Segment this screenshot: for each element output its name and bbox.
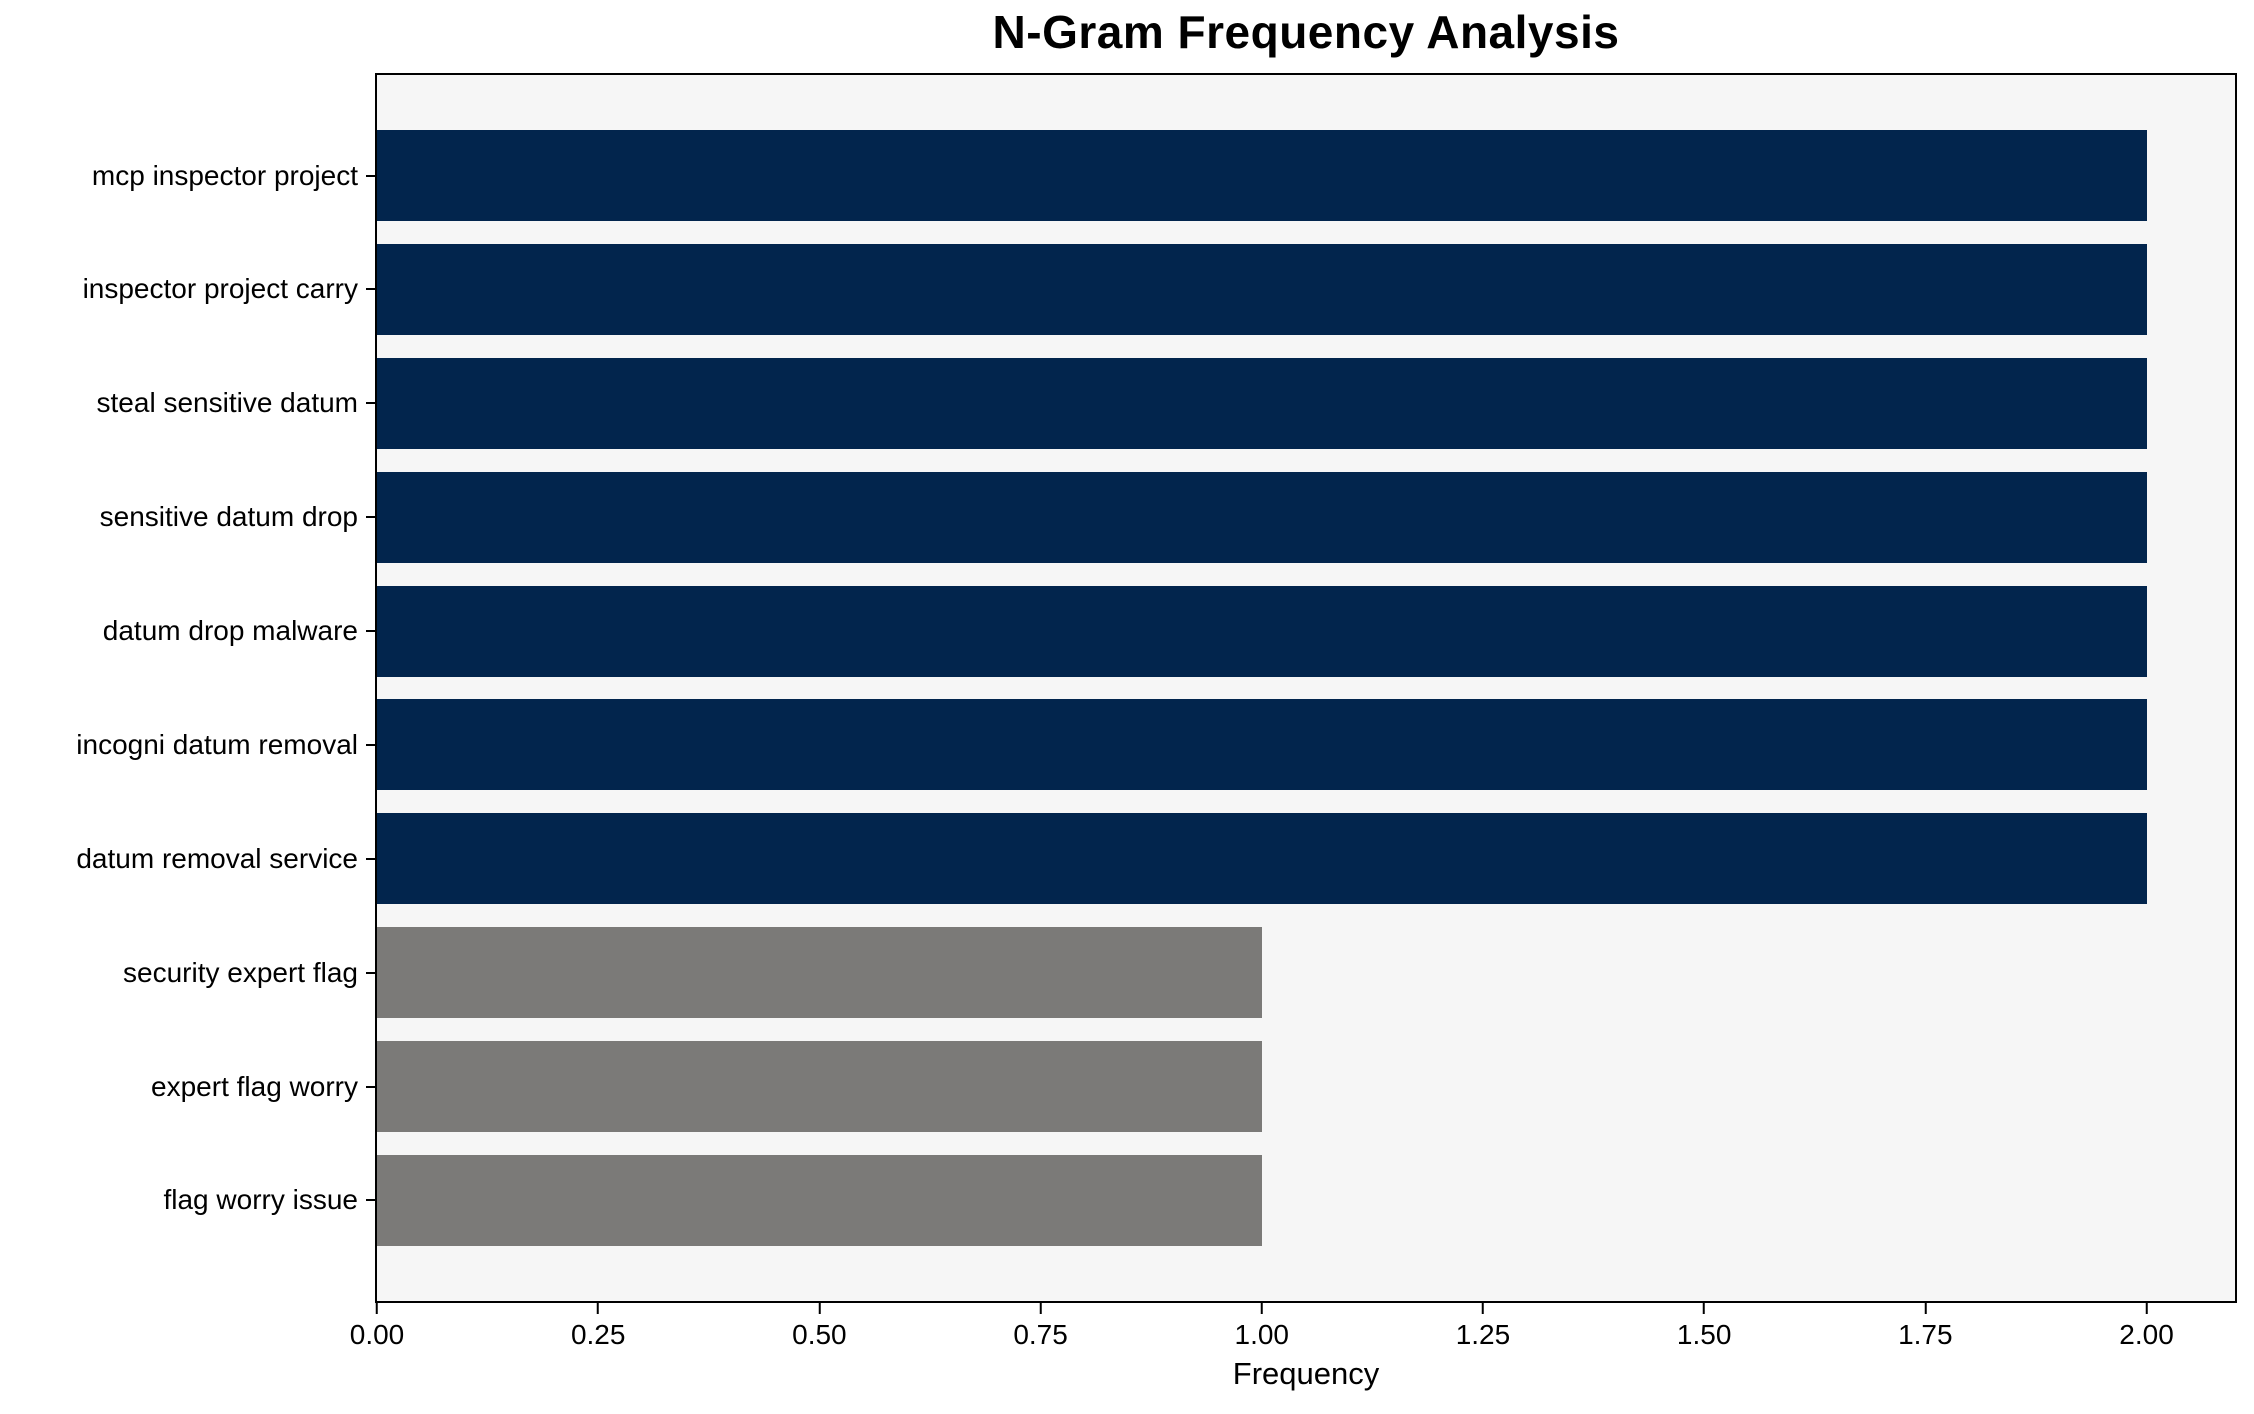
x-tick-label: 0.00 <box>349 1319 405 1350</box>
bar-incogni-datum-removal <box>377 699 2147 791</box>
x-tick-1.50: 1.50 <box>1676 1303 1732 1351</box>
x-axis-ticks: 0.00 0.25 0.50 0.75 1.00 1.25 1.50 1.75 2.00 <box>350 1303 2235 1373</box>
bars-container <box>377 75 2235 1301</box>
x-tick-label: 0.50 <box>792 1319 847 1350</box>
x-tick-label: 1.50 <box>1676 1319 1732 1350</box>
x-tick-1.00: 1.00 <box>1234 1303 1290 1351</box>
x-tick-1.25: 1.25 <box>1455 1303 1511 1351</box>
x-tick-label: 1.25 <box>1455 1319 1511 1350</box>
chart-title: N-Gram Frequency Analysis <box>992 6 1620 58</box>
y-tick-row: sensitive datum drop <box>0 472 375 563</box>
bar-datum-removal-service <box>377 813 2147 905</box>
x-tick-label: 0.75 <box>1013 1319 1068 1350</box>
y-tick-label: expert flag worry <box>151 1070 358 1102</box>
x-tick-label: 0.25 <box>570 1319 626 1350</box>
bar-steal-sensitive-datum <box>377 357 2147 449</box>
y-tick-row: mcp inspector project <box>0 130 375 221</box>
y-tick-mark <box>366 174 375 177</box>
x-tick-2.00: 2.00 <box>2119 1303 2174 1351</box>
y-tick-row: security expert flag <box>0 927 375 1018</box>
x-axis-label: Frequency <box>1232 1356 1380 1391</box>
bar-inspector-project-carry <box>377 243 2147 335</box>
plot-area <box>375 73 2237 1303</box>
bar-flag-worry-issue <box>377 1154 1262 1246</box>
y-tick-mark <box>366 743 375 746</box>
y-tick-row: flag worry issue <box>0 1155 375 1246</box>
y-tick-row: steal sensitive datum <box>0 358 375 449</box>
y-tick-row: datum removal service <box>0 813 375 904</box>
x-tick-mark <box>1260 1303 1263 1314</box>
bar-sensitive-datum-drop <box>377 471 2147 563</box>
y-tick-mark <box>366 971 375 974</box>
x-tick-mark <box>1703 1303 1706 1314</box>
bar-security-expert-flag <box>377 927 1262 1019</box>
y-tick-mark <box>366 288 375 291</box>
y-tick-mark <box>366 857 375 860</box>
x-tick-label: 1.75 <box>1898 1319 1953 1350</box>
x-tick-mark <box>597 1303 600 1314</box>
y-tick-mark <box>366 402 375 405</box>
x-tick-mark <box>376 1303 378 1314</box>
y-tick-mark <box>366 1199 375 1202</box>
x-tick-mark <box>818 1303 821 1314</box>
y-tick-label: inspector project carry <box>82 273 358 305</box>
x-tick-0.75: 0.75 <box>1013 1303 1068 1351</box>
y-tick-label: sensitive datum drop <box>99 501 358 533</box>
y-tick-label: security expert flag <box>123 956 358 988</box>
y-tick-label: datum drop malware <box>102 615 358 646</box>
y-axis-labels: mcp inspector project inspector project c… <box>0 75 375 1301</box>
x-tick-label: 2.00 <box>2119 1319 2174 1350</box>
y-tick-label: flag worry issue <box>163 1184 358 1216</box>
bar-expert-flag-worry <box>377 1041 1262 1132</box>
bar-datum-drop-malware <box>377 585 2147 677</box>
y-tick-mark <box>366 516 375 519</box>
y-tick-row: expert flag worry <box>0 1041 375 1132</box>
x-tick-0.25: 0.25 <box>570 1303 626 1351</box>
x-tick-1.75: 1.75 <box>1898 1303 1953 1351</box>
y-tick-mark <box>366 630 375 632</box>
x-tick-0.00: 0.00 <box>349 1303 405 1351</box>
y-tick-row: incogni datum removal <box>0 699 375 790</box>
x-tick-mark <box>1924 1303 1927 1314</box>
y-tick-row: datum drop malware <box>0 586 375 677</box>
x-tick-mark <box>2145 1303 2148 1314</box>
y-tick-row: inspector project carry <box>0 244 375 335</box>
y-tick-label: datum removal service <box>76 842 358 874</box>
x-tick-mark <box>1039 1303 1042 1314</box>
y-tick-label: incogni datum removal <box>76 728 358 760</box>
x-tick-label: 1.00 <box>1234 1319 1290 1350</box>
y-tick-label: mcp inspector project <box>91 159 358 191</box>
bar-mcp-inspector-project <box>377 130 2147 221</box>
x-tick-mark <box>1481 1303 1484 1314</box>
x-tick-0.50: 0.50 <box>792 1303 847 1351</box>
y-tick-mark <box>366 1085 375 1088</box>
y-tick-label: steal sensitive datum <box>96 387 358 419</box>
